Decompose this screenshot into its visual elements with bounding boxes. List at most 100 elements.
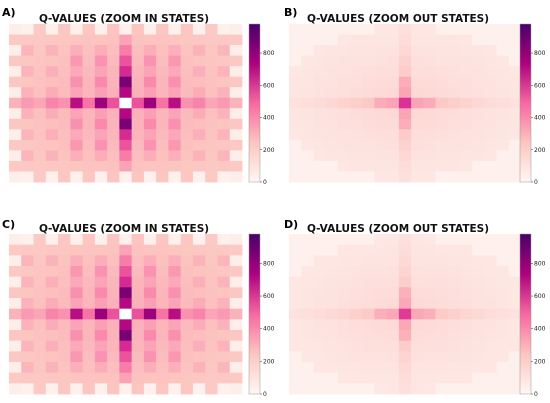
- heatmap-cell: [229, 87, 243, 99]
- heatmap-cell: [131, 45, 145, 56]
- heatmap-cell: [156, 330, 169, 342]
- heatmap-cell: [229, 24, 243, 35]
- heatmap-cell: [423, 287, 436, 299]
- heatmap-cell: [423, 340, 436, 352]
- heatmap-cell: [45, 308, 59, 320]
- heatmap-cell: [398, 108, 412, 120]
- heatmap-cell: [398, 55, 412, 67]
- heatmap-cell: [45, 287, 59, 299]
- heatmap-cell: [289, 139, 302, 151]
- heatmap-cell: [362, 308, 375, 320]
- heatmap-cell: [168, 308, 182, 320]
- heatmap-cell: [362, 76, 375, 88]
- heatmap-cell: [229, 234, 243, 246]
- heatmap-cell: [180, 234, 194, 246]
- heatmap-cell: [386, 362, 400, 374]
- heatmap-cell: [70, 171, 83, 183]
- heatmap-cell: [21, 150, 34, 162]
- heatmap-cell: [350, 160, 363, 172]
- heatmap-cell: [119, 308, 133, 320]
- heatmap-cell: [9, 108, 22, 120]
- heatmap-cell: [496, 308, 510, 320]
- heatmap-cell: [21, 383, 34, 395]
- heatmap-cell: [156, 276, 169, 288]
- heatmap-cell: [496, 24, 510, 35]
- heatmap-cell: [325, 298, 339, 310]
- heatmap-cell: [313, 287, 327, 299]
- heatmap-cell: [472, 66, 485, 78]
- heatmap-cell: [180, 362, 194, 374]
- heatmap-cell: [484, 372, 497, 384]
- colorbar-c: [248, 233, 261, 395]
- colorbar-tick-label: 400: [263, 115, 275, 122]
- heatmap-cell: [508, 372, 522, 384]
- heatmap-cell: [447, 76, 461, 88]
- heatmap-cell: [447, 66, 461, 78]
- heatmap-cell: [423, 383, 436, 395]
- heatmap-cell: [350, 351, 363, 363]
- heatmap-cell: [459, 34, 473, 46]
- panel-letter-b: B): [284, 6, 297, 19]
- heatmap-cell: [94, 340, 108, 352]
- heatmap-cell: [325, 351, 339, 363]
- heatmap-cell: [350, 118, 363, 130]
- heatmap-cell: [374, 34, 388, 46]
- heatmap-cell: [484, 97, 497, 109]
- heatmap-cell: [423, 118, 436, 130]
- heatmap-cell: [143, 255, 157, 267]
- heatmap-cell: [192, 287, 206, 299]
- heatmap-cell: [496, 266, 510, 278]
- heatmap-cell: [107, 287, 120, 299]
- heatmap-cell: [423, 129, 436, 141]
- heatmap-cell: [508, 45, 522, 56]
- heatmap-cell: [180, 276, 194, 288]
- heatmap-cell: [58, 234, 71, 246]
- heatmap-cell: [168, 108, 182, 120]
- heatmap-cell: [472, 97, 485, 109]
- heatmap-cell: [459, 87, 473, 99]
- heatmap-cell: [337, 108, 351, 120]
- heatmap-cell: [289, 362, 302, 374]
- heatmap-cell: [70, 129, 83, 141]
- heatmap-cell: [508, 76, 522, 88]
- heatmap-cell: [94, 276, 108, 288]
- heatmap-cell: [131, 287, 145, 299]
- heatmap-cell: [119, 55, 133, 67]
- heatmap-cell: [156, 171, 169, 183]
- heatmap-cell: [313, 372, 327, 384]
- heatmap-cell: [374, 340, 388, 352]
- heatmap-cell: [58, 76, 71, 88]
- heatmap-cell: [459, 129, 473, 141]
- colorbar-tick-label: 400: [534, 115, 546, 122]
- heatmap-cell: [205, 287, 218, 299]
- heatmap-cell: [374, 45, 388, 56]
- heatmap-cell: [107, 383, 120, 395]
- colorbar-b: [519, 23, 532, 183]
- heatmap-cell: [374, 108, 388, 120]
- heatmap-cell: [33, 234, 47, 246]
- heatmap-cell: [21, 362, 34, 374]
- heatmap-cell: [374, 319, 388, 331]
- heatmap-cell: [411, 108, 424, 120]
- heatmap-cell: [21, 55, 34, 67]
- heatmap-cell: [82, 171, 96, 183]
- colorbar-d: [519, 233, 532, 395]
- heatmap-cell: [131, 383, 145, 395]
- heatmap-cell: [156, 383, 169, 395]
- heatmap-cell: [447, 308, 461, 320]
- heatmap-cell: [386, 24, 400, 35]
- heatmap-cell: [472, 139, 485, 151]
- heatmap-cell: [119, 351, 133, 363]
- heatmap-cell: [94, 383, 108, 395]
- heatmap-cell: [107, 34, 120, 46]
- heatmap-cell: [21, 319, 34, 331]
- heatmap-cell: [143, 351, 157, 363]
- heatmap-cell: [82, 287, 96, 299]
- heatmap-cell: [107, 129, 120, 141]
- heatmap-cell: [217, 340, 231, 352]
- heatmap-cell: [386, 87, 400, 99]
- heatmap-cell: [337, 34, 351, 46]
- heatmap-cell: [58, 108, 71, 120]
- heatmap-cell: [423, 276, 436, 288]
- heatmap-cell: [411, 34, 424, 46]
